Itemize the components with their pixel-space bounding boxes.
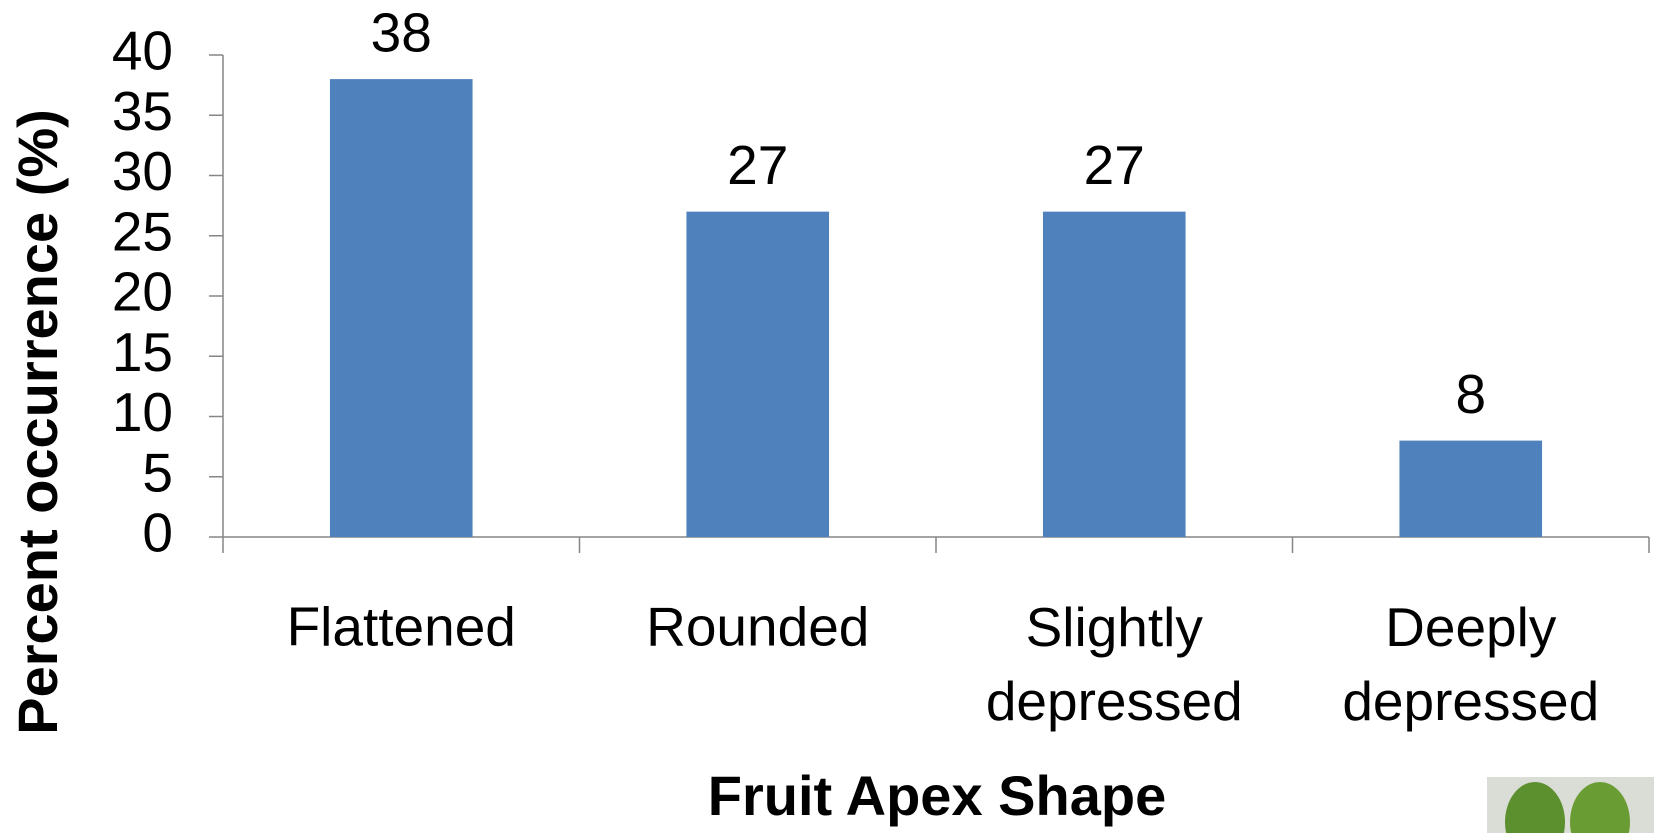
data-label: 38 — [371, 2, 432, 64]
y-tick-label: 25 — [112, 200, 173, 262]
y-tick-label: 0 — [142, 502, 173, 564]
x-tick-label: Deeply depressed — [1342, 596, 1599, 732]
x-tick-label: Flattened — [287, 596, 516, 658]
y-tick-label: 40 — [112, 20, 173, 82]
bar — [686, 211, 830, 537]
data-label: 8 — [1455, 363, 1486, 425]
fruit-photo — [1487, 777, 1654, 833]
y-axis-title: Percent occurrence (%) — [6, 109, 69, 735]
x-tick-label-line: depressed — [1342, 670, 1599, 732]
y-tick-label: 15 — [112, 321, 173, 383]
x-tick-label-line: depressed — [986, 670, 1243, 732]
photo-fruit — [1570, 782, 1630, 833]
x-axis-title: Fruit Apex Shape — [708, 764, 1166, 827]
data-label: 27 — [1084, 134, 1145, 196]
photo-fruit — [1505, 782, 1565, 833]
bar — [329, 79, 473, 537]
bar — [1399, 440, 1543, 537]
y-tick-label: 5 — [142, 441, 173, 503]
y-tick-label: 35 — [112, 80, 173, 142]
bar — [1042, 211, 1186, 537]
x-tick-label: Rounded — [646, 596, 869, 658]
x-tick-label-line: Deeply — [1385, 596, 1557, 658]
y-tick-label: 30 — [112, 140, 173, 202]
x-tick-label: Slightly depressed — [986, 596, 1243, 732]
y-tick-label: 20 — [112, 261, 173, 323]
y-tick-label: 10 — [112, 381, 173, 443]
x-tick-label-line: Slightly — [1026, 596, 1204, 658]
data-label: 27 — [727, 134, 788, 196]
